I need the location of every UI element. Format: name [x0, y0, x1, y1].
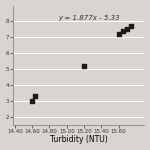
X-axis label: Turbidity (NTU): Turbidity (NTU)	[50, 135, 108, 144]
Point	[34, 95, 36, 98]
Point	[122, 30, 124, 32]
Point	[130, 25, 133, 27]
Point	[117, 33, 120, 35]
Point	[83, 65, 85, 67]
Point	[126, 28, 128, 31]
Point	[31, 100, 33, 102]
Text: y = 1.877x - 5.33: y = 1.877x - 5.33	[58, 15, 120, 21]
